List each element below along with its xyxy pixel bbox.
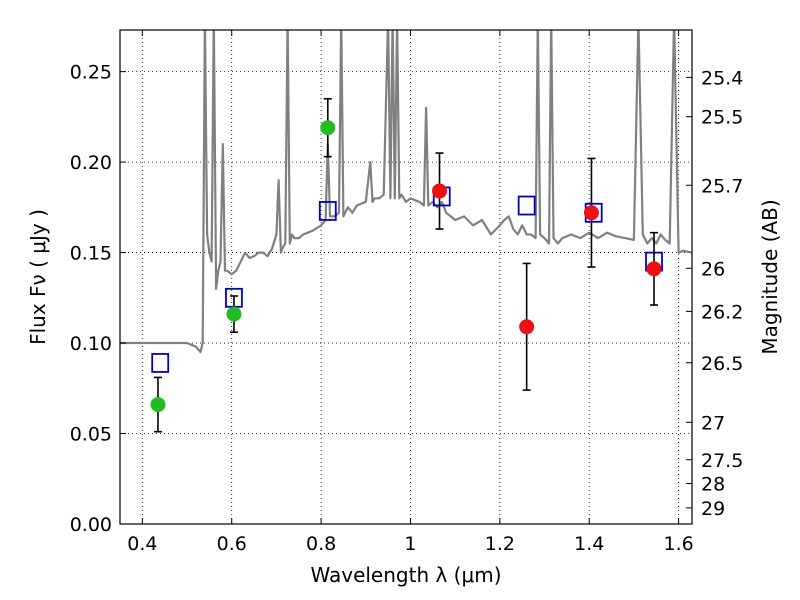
error-bars	[153, 97, 659, 433]
green-point	[150, 397, 166, 413]
y-axis-right-label: Magnitude (AB)	[758, 199, 782, 354]
right-tick-label: 27.5	[701, 450, 743, 472]
y-tick-label: 0.05	[70, 424, 112, 446]
model-point	[318, 201, 337, 221]
plot-frame	[119, 29, 693, 525]
model-points	[151, 186, 663, 373]
x-tick-label: 1	[404, 533, 416, 555]
x-tick-label: 0.8	[306, 533, 336, 555]
right-tick-label: 25.5	[701, 107, 743, 129]
red-point	[519, 319, 535, 335]
x-tick-label: 1.4	[574, 533, 604, 555]
axis-ticks: 0.4 0.6 0.8 1 1.2 1.4 1.6 0.00 0.05 0.10 0.15 0.20 0…	[70, 30, 743, 555]
y-axis-label: Flux Fν ( μJy )	[26, 209, 50, 345]
y-axis-label-text: Flux Fν ( μJy )	[26, 209, 50, 345]
x-tick-label: 1.2	[485, 533, 515, 555]
y-tick-label: 0.25	[70, 62, 112, 84]
green-point	[226, 306, 242, 322]
x-axis-label: Wavelength λ (μm)	[310, 563, 501, 587]
green-point	[320, 120, 336, 136]
y-tick-label: 0.15	[70, 243, 112, 265]
red-point	[646, 261, 662, 277]
x-tick-label: 0.6	[217, 533, 247, 555]
red-points	[432, 183, 662, 335]
right-tick-label: 27	[701, 412, 725, 434]
x-axis-label-text: Wavelength λ (μm)	[310, 563, 501, 587]
x-tick-label: 0.4	[127, 533, 157, 555]
y-tick-label: 0.10	[70, 333, 112, 355]
right-tick-label: 26	[701, 258, 725, 280]
model-point	[151, 353, 170, 373]
right-tick-label: 26.5	[701, 353, 743, 375]
x-tick-label: 1.6	[663, 533, 693, 555]
right-tick-label: 28	[701, 473, 725, 495]
y-axis-right-label-text: Magnitude (AB)	[758, 199, 782, 354]
model-point	[517, 195, 536, 216]
right-tick-label: 29	[701, 498, 725, 520]
red-point	[432, 183, 448, 199]
right-tick-label: 25.4	[701, 67, 743, 89]
spectrum-line	[120, 30, 692, 354]
green-points	[150, 120, 336, 413]
right-tick-label: 25.7	[701, 175, 743, 197]
right-tick-label: 26.2	[701, 301, 743, 323]
y-tick-label: 0.20	[70, 152, 112, 174]
y-tick-label: 0.00	[70, 514, 112, 536]
spectrum-series	[120, 30, 692, 354]
red-point	[583, 205, 599, 221]
